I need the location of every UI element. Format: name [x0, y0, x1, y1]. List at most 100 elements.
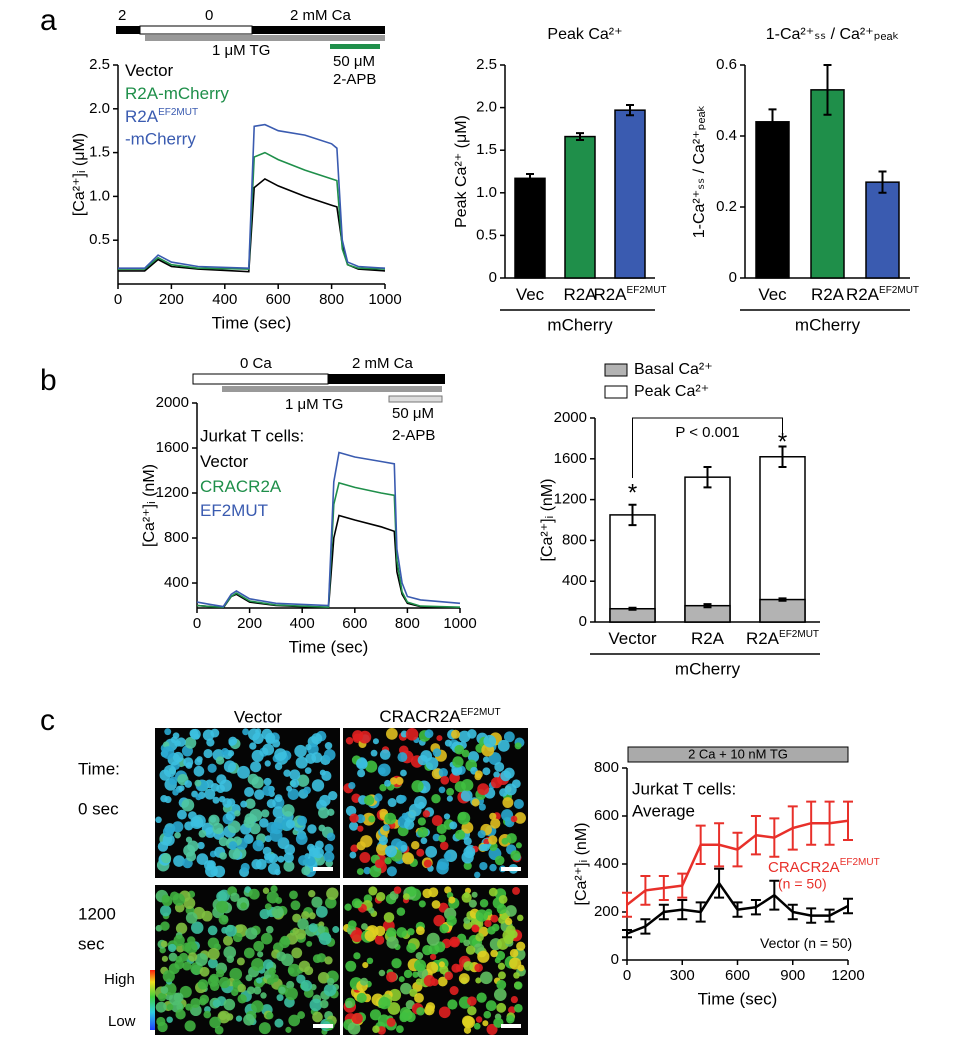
cell — [203, 860, 215, 871]
cell — [401, 812, 408, 819]
protocol-bar — [139, 25, 253, 35]
cell — [209, 1016, 221, 1029]
cell — [264, 903, 272, 911]
cell — [457, 811, 471, 825]
cell — [468, 899, 477, 908]
error-bar — [750, 815, 761, 856]
y-tick-label: 2.0 — [89, 100, 110, 117]
cell — [259, 908, 270, 920]
y-axis-label: 1-Ca²⁺ₛₛ / Ca²⁺ₚₑₐₖ — [691, 105, 708, 239]
cell — [225, 1013, 234, 1021]
cell — [497, 739, 510, 752]
cell — [428, 887, 439, 898]
cell — [207, 975, 220, 987]
cell — [161, 895, 173, 907]
cell — [402, 852, 415, 865]
cell — [257, 951, 264, 958]
cell — [440, 775, 450, 785]
x-tick-label: 400 — [290, 615, 315, 632]
cell — [164, 728, 172, 736]
cell — [162, 741, 170, 748]
cell — [493, 771, 500, 778]
cell — [291, 947, 303, 959]
cell — [391, 958, 402, 969]
y-tick-label: 1200 — [156, 484, 189, 501]
cell — [431, 815, 443, 826]
cell — [295, 833, 308, 845]
cell — [305, 753, 317, 764]
cell — [262, 959, 274, 970]
cell — [510, 815, 518, 823]
cell — [477, 950, 490, 963]
protocol-label: 1 μM TG — [212, 42, 270, 59]
error-bar — [824, 908, 835, 923]
cell — [309, 998, 323, 1012]
cell — [223, 760, 237, 773]
x-tick-label: 0 — [623, 967, 631, 984]
cell — [463, 891, 470, 899]
cell — [172, 751, 184, 763]
cell — [506, 1015, 515, 1024]
x-tick-label: 0 — [193, 615, 201, 632]
cell — [196, 756, 203, 763]
cell — [396, 927, 407, 938]
cell — [160, 905, 172, 917]
cell — [482, 767, 491, 776]
cell — [323, 749, 336, 761]
annotation: * — [778, 428, 787, 455]
cell — [406, 886, 417, 897]
cell — [285, 819, 295, 829]
cell — [317, 925, 326, 934]
legend-label: Basal Ca²⁺ — [634, 361, 713, 378]
cell — [475, 933, 484, 942]
cell — [177, 809, 187, 820]
cell — [283, 860, 295, 872]
cell — [172, 893, 185, 906]
group-label: mCherry — [795, 315, 861, 334]
cell — [213, 865, 226, 878]
cell — [240, 862, 250, 872]
protocol-label: 2 Ca + 10 nM TG — [688, 746, 788, 761]
cell — [488, 835, 498, 845]
cell — [227, 820, 241, 834]
cell — [245, 927, 258, 940]
y-tick-label: 800 — [164, 529, 189, 546]
y-tick-label: 1.5 — [476, 141, 497, 158]
cell — [483, 1010, 492, 1019]
cell — [219, 779, 232, 792]
cell — [463, 846, 476, 859]
cell — [477, 830, 486, 839]
cell — [411, 780, 424, 793]
cell — [210, 783, 220, 792]
cell — [415, 978, 423, 985]
x-tick-label: R2AEF2MUT — [846, 285, 919, 304]
cell — [249, 742, 257, 750]
scale-bar — [313, 867, 333, 871]
x-tick-label: R2A — [811, 285, 845, 304]
cell — [251, 1000, 264, 1013]
cell — [376, 892, 386, 902]
cell — [197, 841, 205, 850]
cell — [215, 900, 229, 914]
cell — [262, 785, 274, 796]
cell — [471, 798, 480, 807]
cell — [399, 795, 407, 803]
cell — [274, 762, 283, 771]
cell — [218, 976, 231, 989]
cell — [290, 778, 300, 788]
cell — [185, 851, 197, 862]
cell — [160, 940, 168, 948]
cell — [372, 738, 379, 745]
cell — [237, 765, 250, 779]
cell — [270, 885, 278, 893]
cell — [193, 765, 205, 777]
cell — [160, 986, 169, 994]
cell — [438, 768, 448, 778]
cell — [345, 1000, 353, 1009]
cell — [242, 728, 250, 736]
cell — [423, 859, 432, 868]
cell — [517, 964, 525, 972]
cell — [368, 886, 378, 896]
cell — [157, 1021, 168, 1033]
cell — [487, 926, 496, 935]
